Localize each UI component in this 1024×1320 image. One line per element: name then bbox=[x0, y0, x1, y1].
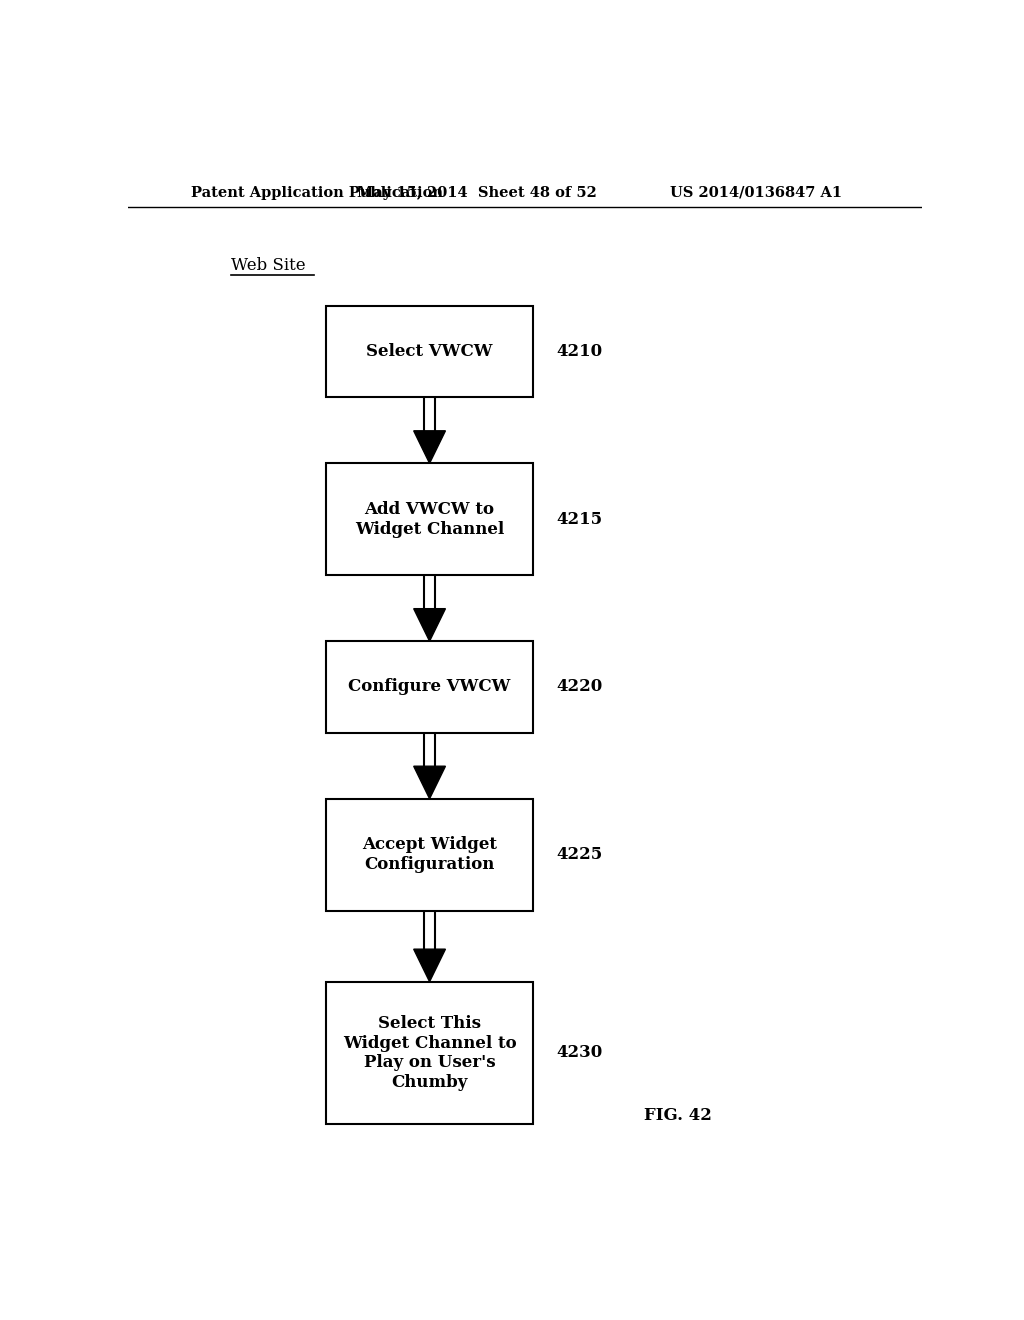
Text: Web Site: Web Site bbox=[231, 256, 306, 273]
Bar bbox=[327, 463, 532, 576]
Bar bbox=[327, 306, 532, 397]
Text: US 2014/0136847 A1: US 2014/0136847 A1 bbox=[670, 186, 842, 199]
Bar bbox=[327, 642, 532, 733]
Bar bbox=[327, 799, 532, 911]
Text: 4220: 4220 bbox=[557, 678, 603, 696]
Text: Accept Widget
Configuration: Accept Widget Configuration bbox=[362, 837, 497, 873]
Polygon shape bbox=[414, 766, 445, 799]
Polygon shape bbox=[414, 949, 445, 982]
Text: Configure VWCW: Configure VWCW bbox=[348, 678, 511, 696]
Text: 4230: 4230 bbox=[557, 1044, 603, 1061]
Text: Add VWCW to
Widget Channel: Add VWCW to Widget Channel bbox=[355, 500, 504, 537]
Text: Patent Application Publication: Patent Application Publication bbox=[191, 186, 443, 199]
Polygon shape bbox=[414, 430, 445, 463]
Text: FIG. 42: FIG. 42 bbox=[644, 1107, 712, 1125]
Bar bbox=[327, 982, 532, 1125]
Text: Select VWCW: Select VWCW bbox=[367, 343, 493, 360]
Text: Select This
Widget Channel to
Play on User's
Chumby: Select This Widget Channel to Play on Us… bbox=[343, 1015, 516, 1090]
Text: 4210: 4210 bbox=[557, 343, 603, 360]
Text: 4225: 4225 bbox=[557, 846, 603, 863]
Text: 4215: 4215 bbox=[557, 511, 603, 528]
Text: May 15, 2014  Sheet 48 of 52: May 15, 2014 Sheet 48 of 52 bbox=[357, 186, 597, 199]
Polygon shape bbox=[414, 609, 445, 642]
